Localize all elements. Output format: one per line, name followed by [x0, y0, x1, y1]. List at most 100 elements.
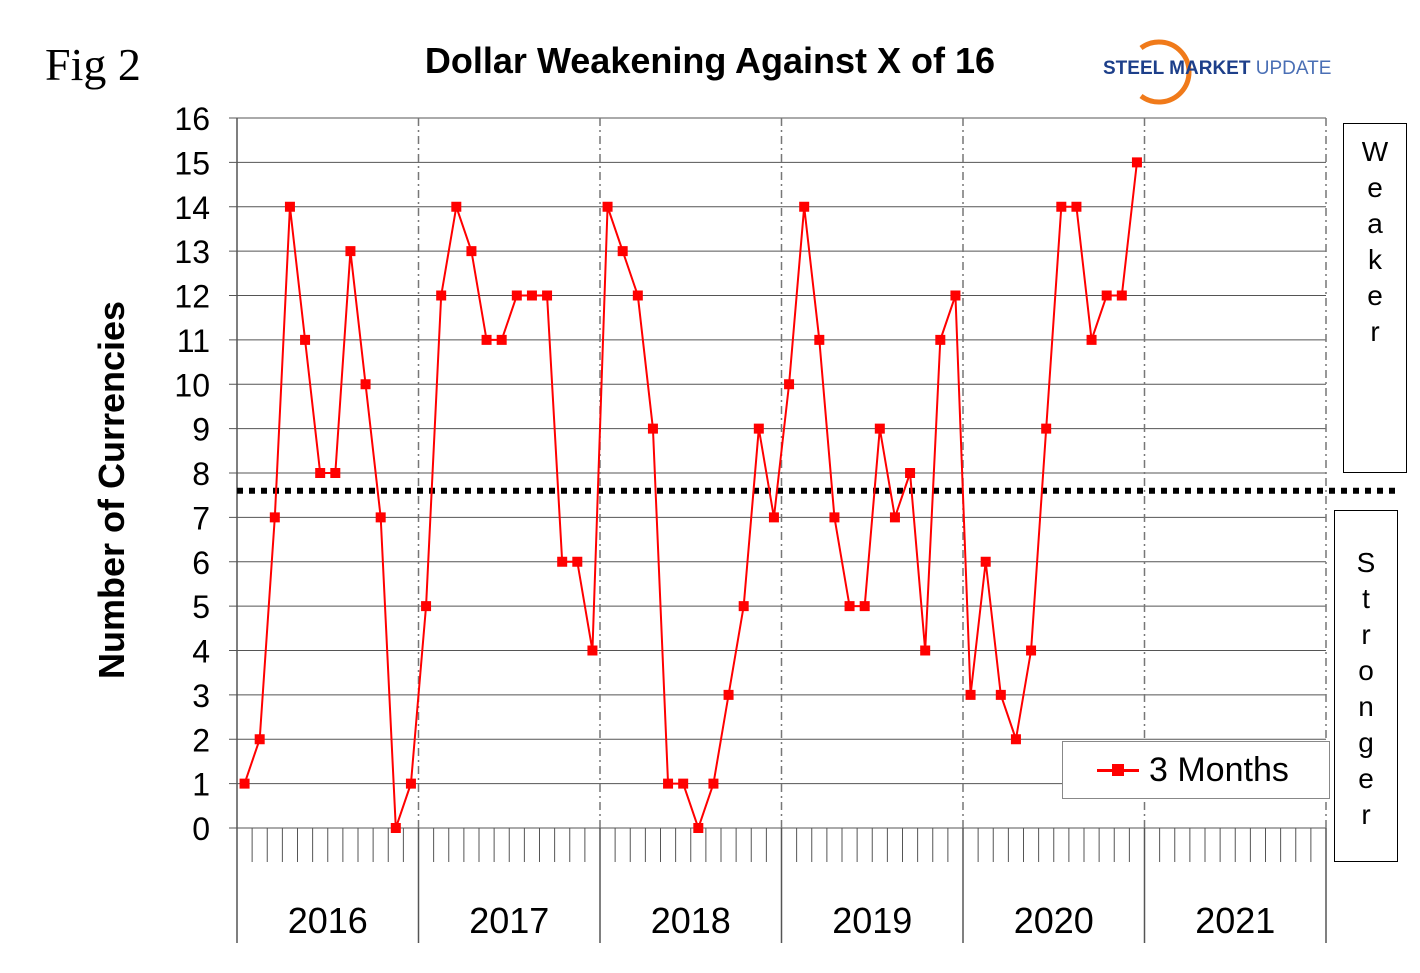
data-point — [1010, 734, 1021, 745]
data-point — [284, 201, 295, 212]
y-tick-label: 11 — [177, 323, 210, 359]
y-tick-label: 13 — [174, 234, 210, 270]
weaker-letter: a — [1367, 208, 1383, 239]
data-point — [557, 556, 568, 567]
data-point — [859, 601, 870, 612]
weaker-letter: k — [1368, 244, 1382, 275]
data-point — [1041, 423, 1052, 434]
x-year-label: 2019 — [832, 900, 912, 941]
y-tick-label: 2 — [192, 722, 210, 758]
stronger-letter: t — [1362, 583, 1370, 614]
data-point — [889, 512, 900, 523]
data-point — [874, 423, 885, 434]
data-point — [1056, 201, 1067, 212]
y-tick-label: 3 — [192, 678, 210, 714]
data-point — [1071, 201, 1082, 212]
stronger-letter: r — [1361, 619, 1371, 650]
logo-text-steel: STEEL — [1103, 58, 1164, 79]
x-year-label: 2018 — [651, 900, 731, 941]
x-year-label: 2020 — [1014, 900, 1094, 941]
data-point — [511, 290, 522, 301]
x-year-label: 2017 — [469, 900, 549, 941]
data-point — [269, 512, 280, 523]
data-point — [390, 823, 401, 833]
data-point — [829, 512, 840, 523]
data-point — [693, 823, 704, 833]
data-point — [572, 556, 583, 567]
data-point — [239, 778, 250, 789]
legend-label: 3 Months — [1149, 750, 1289, 789]
data-point — [526, 290, 537, 301]
data-point — [1101, 290, 1112, 301]
data-point — [375, 512, 386, 523]
logo-text-market: MARKET — [1169, 58, 1251, 79]
data-point — [254, 734, 265, 745]
data-point — [905, 468, 916, 478]
data-point — [723, 689, 734, 700]
data-point — [330, 468, 341, 478]
y-tick-label: 16 — [174, 101, 210, 137]
weaker-letter: r — [1370, 316, 1380, 347]
stronger-letter: r — [1361, 799, 1371, 830]
data-point — [496, 334, 507, 345]
data-point — [768, 512, 779, 523]
data-point — [1116, 290, 1127, 301]
data-point — [995, 689, 1006, 700]
data-point — [632, 290, 643, 301]
data-point — [784, 379, 795, 390]
data-point — [421, 601, 432, 612]
data-point — [481, 334, 492, 345]
y-tick-label: 12 — [174, 279, 210, 315]
legend: 3 Months — [1062, 741, 1330, 799]
x-year-label: 2016 — [288, 900, 368, 941]
y-tick-label: 4 — [192, 634, 210, 670]
data-point — [965, 689, 976, 700]
data-point — [1026, 645, 1037, 656]
data-point — [451, 201, 462, 212]
data-point — [466, 246, 477, 257]
x-year-label: 2021 — [1195, 900, 1275, 941]
weaker-letter: e — [1367, 172, 1383, 203]
data-point — [980, 556, 991, 567]
data-point — [587, 645, 598, 656]
data-point — [935, 334, 946, 345]
data-point — [920, 645, 931, 656]
chart-title: Dollar Weakening Against X of 16 — [424, 40, 996, 81]
data-point — [678, 778, 689, 789]
y-tick-label: 14 — [174, 190, 210, 226]
data-point — [542, 290, 553, 301]
data-point — [753, 423, 764, 434]
stronger-letter: g — [1358, 727, 1374, 758]
y-tick-label: 7 — [192, 500, 210, 536]
y-tick-label: 0 — [192, 811, 210, 847]
data-point — [1086, 334, 1097, 345]
data-point — [300, 334, 311, 345]
y-tick-label: 6 — [192, 545, 210, 581]
logo-text-update: UPDATE — [1255, 58, 1332, 79]
data-point — [602, 201, 613, 212]
data-point — [738, 601, 749, 612]
data-point — [844, 601, 855, 612]
y-tick-label: 15 — [174, 145, 210, 181]
y-tick-label: 8 — [192, 456, 210, 492]
weaker-letter: e — [1367, 280, 1383, 311]
figure-label: Fig 2 — [45, 39, 141, 90]
y-tick-label: 5 — [192, 589, 210, 625]
y-tick-label: 10 — [174, 367, 210, 403]
data-point — [708, 778, 719, 789]
y-tick-label: 1 — [192, 767, 210, 803]
data-point — [663, 778, 674, 789]
data-point — [799, 201, 810, 212]
data-point — [360, 379, 371, 390]
data-point — [315, 468, 326, 478]
data-point — [647, 423, 658, 434]
data-point — [436, 290, 447, 301]
data-point — [405, 778, 416, 789]
stronger-letter: S — [1356, 547, 1376, 578]
stronger-letter: n — [1358, 691, 1374, 722]
legend-swatch-icon — [1097, 763, 1139, 776]
series-line — [243, 162, 1138, 832]
